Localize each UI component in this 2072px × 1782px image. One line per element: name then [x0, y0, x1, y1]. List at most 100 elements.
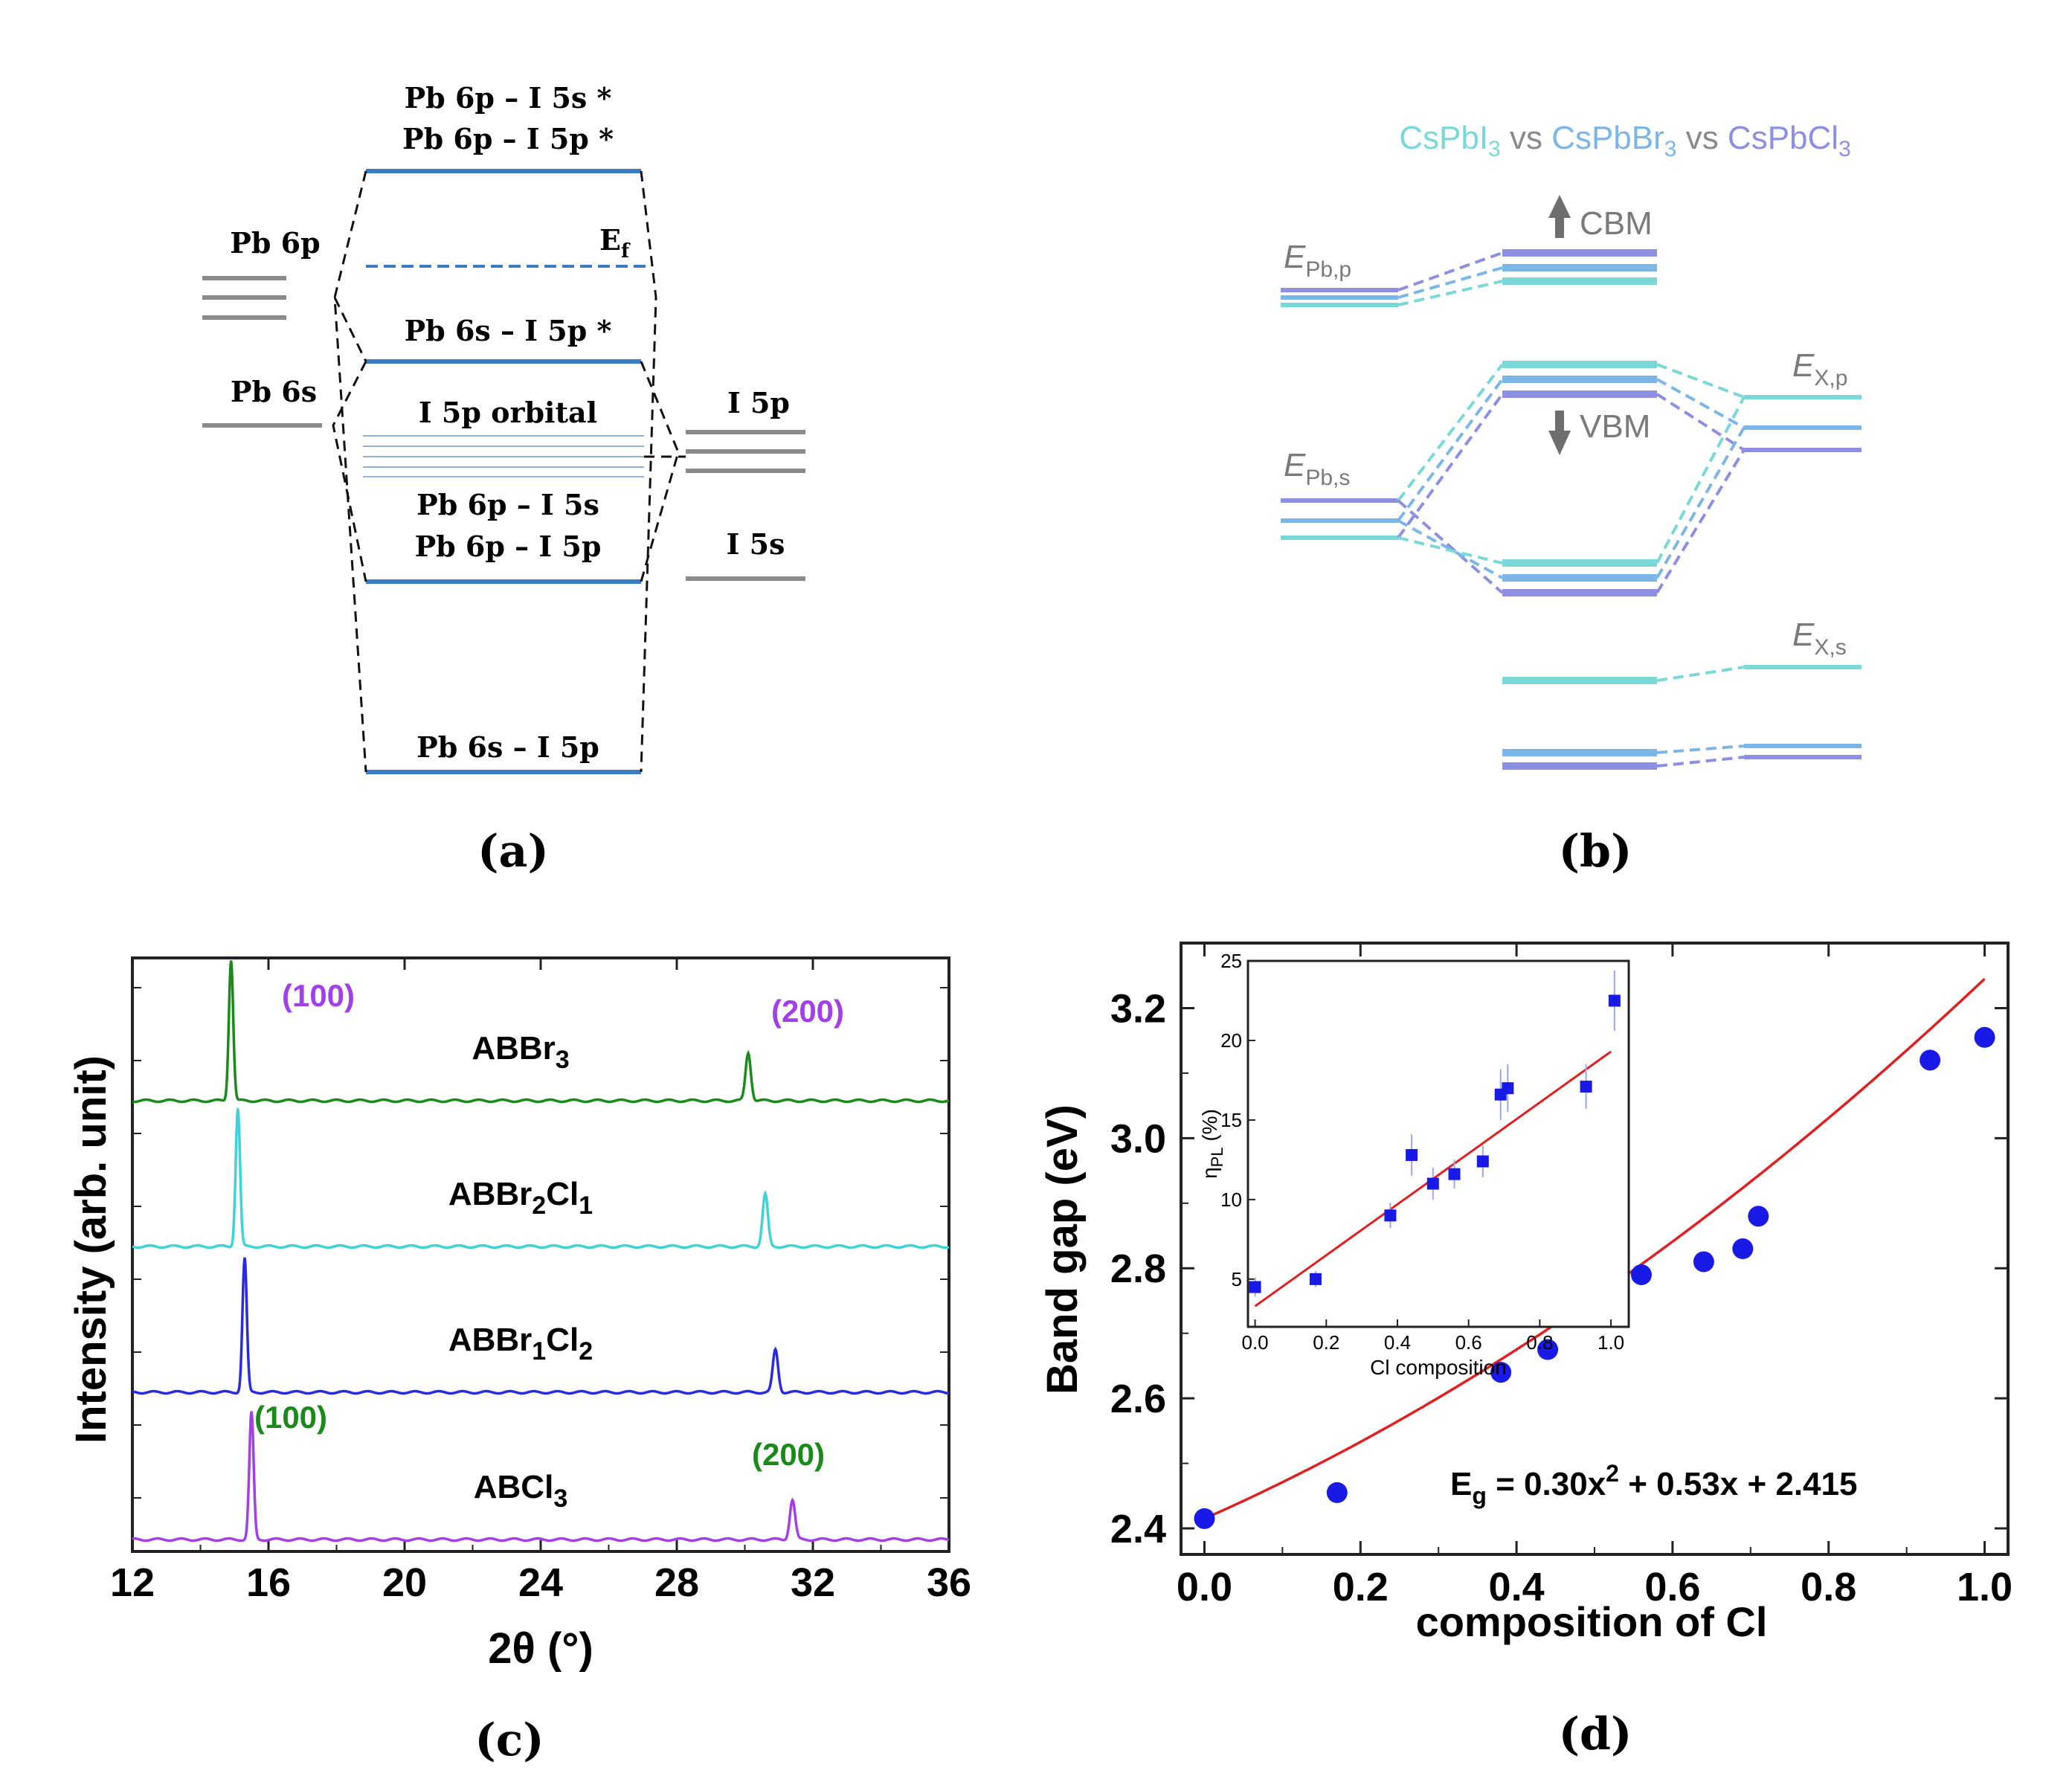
inset-x-tick-label: 0.4	[1384, 1331, 1411, 1354]
bandgap-point	[1490, 1362, 1512, 1383]
pb6s-label: Pb 6s	[231, 375, 317, 408]
bandgap-x-tick-label: 0.8	[1801, 1565, 1856, 1609]
bandgap-point	[1732, 1238, 1754, 1259]
inset-x-tick-label: 1.0	[1598, 1331, 1624, 1354]
panel-b-band-diagram: CsPbI3 vs CsPbBr3 vs CsPbCl3	[1281, 120, 1862, 878]
panel-d-bandgap-chart: 0.0 0.2 0.4 0.6 0.8 1.0 2.4 2.6 2.8 3.0 3.2 0.0 0.2…	[1038, 942, 2013, 1760]
xrd-x-tick-label: 16	[246, 1560, 291, 1605]
bandgap-x-tick-label: 0.0	[1177, 1565, 1232, 1609]
bandgap-y-axis-title: Band gap (eV)	[1038, 1104, 1087, 1395]
inset-frame	[1246, 959, 1630, 1328]
inset-x-tick-label: 0.6	[1455, 1331, 1482, 1354]
bandgap-points	[1194, 1026, 1995, 1529]
xrd-x-tick-label: 24	[518, 1560, 563, 1605]
inset-point	[1406, 1148, 1418, 1161]
xrd-series-label: ABBr2Cl1	[448, 1176, 593, 1220]
antibonding-mid-label: Pb 6s – I 5p *	[405, 314, 612, 347]
panel-b-label: (b)	[1559, 826, 1632, 878]
inset-x-tick-label: 0.8	[1526, 1331, 1553, 1354]
bonding-mid-label-1: Pb 6p – I 5s	[416, 488, 599, 521]
xrd-series-label: ABCl3	[474, 1469, 567, 1513]
bandgap-y-tick-label: 3.2	[1110, 986, 1166, 1031]
i5p-label: I 5p	[727, 386, 790, 419]
xrd-x-tick-label: 32	[791, 1560, 835, 1605]
bandgap-y-tick-label: 2.4	[1110, 1507, 1166, 1551]
inset-y-axis-title: ηPL (%)	[1198, 1109, 1226, 1179]
xrd-x-tick-label: 12	[110, 1560, 155, 1605]
panel-d-label: (d)	[1559, 1708, 1632, 1760]
bandgap-y-tick-label: 3.0	[1110, 1116, 1166, 1161]
pb6p-label: Pb 6p	[230, 226, 320, 260]
xrd-x-tick-label: 36	[927, 1560, 971, 1605]
fermi-label: Ef	[599, 223, 631, 263]
bandgap-point	[1194, 1508, 1215, 1529]
antibonding-top-label-2: Pb 6p – I 5p *	[402, 122, 614, 155]
xrd-series-line	[132, 1257, 950, 1395]
bandgap-point	[1537, 1339, 1559, 1360]
inset-x-tick-label: 0.2	[1313, 1331, 1339, 1354]
bandgap-y-tick-label: 2.6	[1110, 1377, 1166, 1421]
xrd-peak-annotation: (100)	[282, 978, 355, 1013]
inset-y-tick-label: 25	[1220, 950, 1242, 972]
epbp-label: EPb,p	[1284, 239, 1351, 282]
xrd-x-axis-title: 2θ (°)	[488, 1624, 593, 1673]
panel-a-mo-diagram: Pb 6p Pb 6s I 5p I 5s Pb 6p – I 5s * Pb …	[202, 81, 805, 878]
inset-point	[1309, 1273, 1322, 1285]
xrd-x-tick-label: 28	[654, 1560, 699, 1605]
inset-x-tick-label: 0.0	[1241, 1331, 1268, 1354]
xrd-peak-annotation: (100)	[254, 1400, 327, 1435]
cbm-label: CBM	[1580, 205, 1653, 242]
xrd-series-labels: ABCl3 ABBr1Cl2 ABBr2Cl1 ABBr3 (100) (200) (100…	[254, 978, 844, 1513]
cbm-up-arrow-icon	[1548, 195, 1571, 238]
xrd-series-line	[132, 960, 950, 1104]
inset-point	[1476, 1155, 1489, 1168]
xrd-series-line	[132, 1108, 950, 1249]
bandgap-x-tick-label: 0.6	[1644, 1565, 1700, 1609]
bandgap-y-tick-label: 2.8	[1110, 1247, 1166, 1291]
xrd-x-tick-label: 20	[382, 1560, 427, 1605]
bandgap-point	[1920, 1049, 1941, 1071]
inset-point	[1384, 1209, 1397, 1222]
xrd-y-axis-title: Intensity (arb. unit)	[67, 1055, 115, 1444]
panel-a-label: (a)	[477, 826, 549, 878]
xrd-series-group	[132, 960, 950, 1543]
i5s-label: I 5s	[727, 527, 785, 561]
bandgap-x-axis-title: composition of Cl	[1416, 1598, 1768, 1645]
inset-point	[1608, 994, 1621, 1007]
i5p-orbital-label: I 5p orbital	[419, 396, 597, 429]
correlation-lines	[332, 170, 686, 773]
xrd-x-axis: 12 16 20 24 28 32 36	[110, 958, 971, 1605]
bandgap-point	[1974, 1026, 1995, 1048]
bandgap-point	[1748, 1206, 1769, 1227]
exp-label: EX,p	[1792, 347, 1847, 390]
epbs-label: EPb,s	[1284, 447, 1350, 490]
panel-b-title: CsPbI3 vs CsPbBr3 vs CsPbCl3	[1399, 120, 1851, 161]
inset-point	[1580, 1080, 1592, 1093]
xrd-series-label: ABBr3	[472, 1030, 569, 1074]
exs-label: EX,s	[1792, 617, 1847, 660]
inset-plqy-chart: 0.0 0.2 0.4 0.6 0.8 1.0 5 10 15 20 25 Cl compositio…	[1198, 950, 1624, 1379]
inset-point	[1249, 1281, 1261, 1293]
band-connectors	[1397, 251, 1746, 768]
bandgap-point	[1693, 1251, 1714, 1273]
bonding-low-label: Pb 6s – I 5p	[416, 730, 599, 764]
inset-point	[1426, 1177, 1439, 1190]
bandgap-point	[1630, 1264, 1652, 1285]
panel-c-label: (c)	[474, 1714, 544, 1766]
inset-y-tick-label: 10	[1220, 1188, 1242, 1211]
bandgap-point	[1326, 1482, 1348, 1503]
inset-point	[1448, 1168, 1461, 1180]
xrd-peak-annotation: (200)	[771, 994, 844, 1029]
inset-x-axis-title: Cl composition	[1370, 1356, 1507, 1379]
antibonding-top-label-1: Pb 6p – I 5s *	[405, 81, 612, 115]
xrd-series-label: ABBr1Cl2	[448, 1322, 593, 1366]
fit-equation: Eg = 0.30x2 + 0.53x + 2.415	[1450, 1460, 1857, 1509]
bandgap-axes: 0.0 0.2 0.4 0.6 0.8 1.0 2.4 2.6 2.8 3.0 3.2	[1110, 943, 2013, 1609]
inset-y-tick-label: 15	[1220, 1109, 1242, 1131]
inset-point	[1502, 1082, 1514, 1095]
bandgap-x-tick-label: 1.0	[1957, 1565, 2013, 1609]
inset-y-tick-label: 20	[1220, 1029, 1242, 1052]
bandgap-x-tick-label: 0.2	[1333, 1565, 1389, 1609]
inset-y-tick-label: 5	[1232, 1268, 1242, 1290]
